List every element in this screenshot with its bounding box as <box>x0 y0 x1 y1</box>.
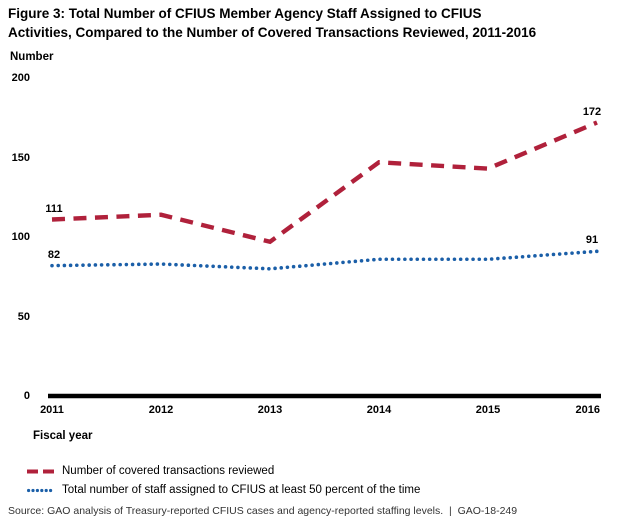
data-label: 91 <box>585 234 599 247</box>
x-tick-label: 2013 <box>257 404 283 416</box>
x-tick-label: 2015 <box>475 404 501 416</box>
series-line-transactions <box>51 120 598 245</box>
y-tick-label: 200 <box>11 72 30 84</box>
dotted-line-swatch-icon <box>27 488 55 492</box>
source-note: Source: GAO analysis of Treasury-reporte… <box>8 505 518 517</box>
x-tick-label: 2014 <box>366 404 392 416</box>
dashed-line-swatch-icon <box>27 469 54 473</box>
y-tick-label: 50 <box>17 310 30 323</box>
legend-item-transactions: Number of covered transactions reviewed <box>27 464 274 478</box>
legend-item-staff: Total number of staff assigned to CFIUS … <box>27 483 420 497</box>
x-axis-title: Fiscal year <box>33 430 93 442</box>
data-label: 172 <box>582 105 602 118</box>
legend-label-staff: Total number of staff assigned to CFIUS … <box>62 484 421 496</box>
figure-title: Figure 3: Total Number of CFIUS Member A… <box>8 5 536 42</box>
y-tick-label: 100 <box>11 231 30 243</box>
series-line-staff <box>50 249 599 271</box>
x-tick-label: 2011 <box>40 404 64 416</box>
y-tick-label: 0 <box>23 390 30 402</box>
data-label: 82 <box>47 248 61 261</box>
figure-title-line-2: Activities, Compared to the Number of Co… <box>8 24 537 40</box>
legend-label-transactions: Number of covered transactions reviewed <box>62 465 275 477</box>
data-label: 111 <box>45 202 63 215</box>
x-tick-label: 2016 <box>575 404 600 416</box>
figure-title-line-1: Figure 3: Total Number of CFIUS Member A… <box>8 6 482 21</box>
y-tick-label: 150 <box>11 151 30 164</box>
x-tick-label: 2012 <box>148 404 174 416</box>
y-axis-title: Number <box>10 51 54 63</box>
